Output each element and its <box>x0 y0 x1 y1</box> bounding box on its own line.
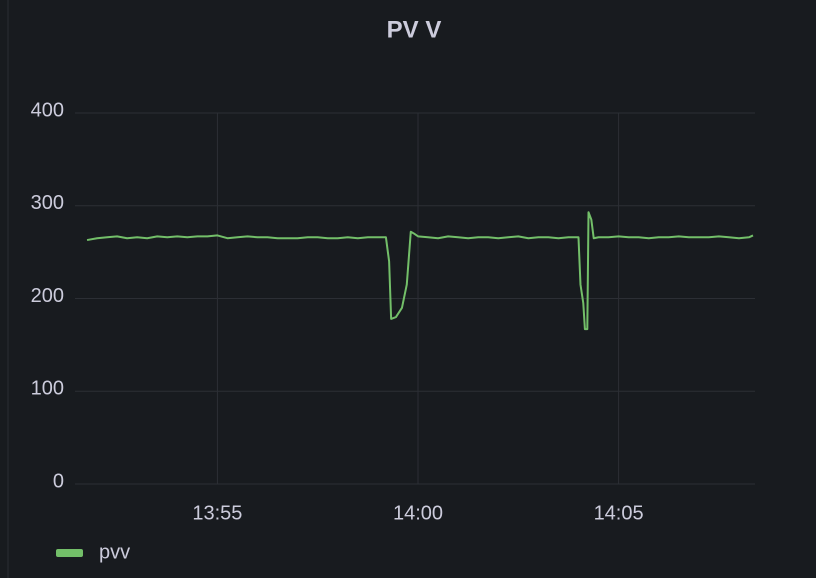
x-tick-label: 14:05 <box>594 502 644 524</box>
y-tick-label: 200 <box>31 285 64 307</box>
x-tick-label: 13:55 <box>192 502 242 524</box>
y-tick-label: 300 <box>31 192 64 214</box>
y-tick-label: 100 <box>31 378 64 400</box>
legend-label: pvv <box>99 541 130 563</box>
legend-swatch <box>56 549 83 557</box>
x-tick-label: 14:00 <box>393 502 443 524</box>
chart-title: PV V <box>387 16 442 43</box>
y-tick-label: 0 <box>53 470 64 492</box>
data-line <box>86 211 754 331</box>
y-tick-label: 400 <box>31 99 64 121</box>
